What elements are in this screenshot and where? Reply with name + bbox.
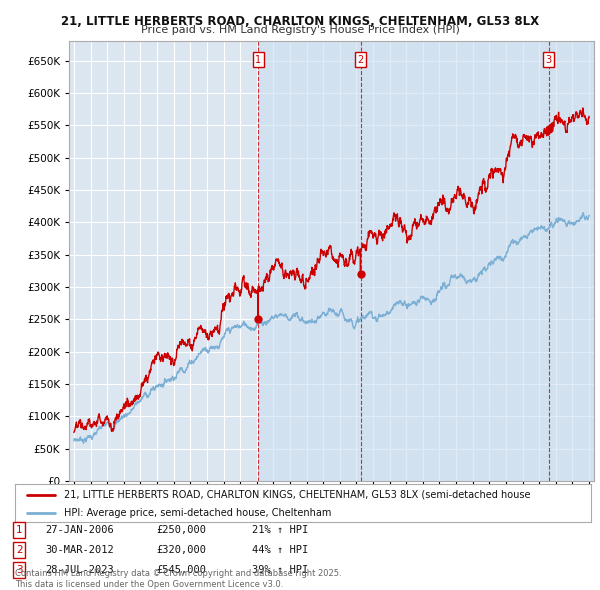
Text: 21% ↑ HPI: 21% ↑ HPI <box>252 525 308 535</box>
Bar <box>361 41 549 481</box>
Text: Price paid vs. HM Land Registry's House Price Index (HPI): Price paid vs. HM Land Registry's House … <box>140 25 460 35</box>
Bar <box>258 41 361 481</box>
Text: Contains HM Land Registry data © Crown copyright and database right 2025.
This d: Contains HM Land Registry data © Crown c… <box>15 569 341 589</box>
Text: £545,000: £545,000 <box>156 565 206 575</box>
Text: HPI: Average price, semi-detached house, Cheltenham: HPI: Average price, semi-detached house,… <box>64 507 331 517</box>
Text: 27-JAN-2006: 27-JAN-2006 <box>45 525 114 535</box>
Text: 1: 1 <box>16 525 23 535</box>
Text: 44% ↑ HPI: 44% ↑ HPI <box>252 545 308 555</box>
Text: 21, LITTLE HERBERTS ROAD, CHARLTON KINGS, CHELTENHAM, GL53 8LX: 21, LITTLE HERBERTS ROAD, CHARLTON KINGS… <box>61 15 539 28</box>
Text: 2: 2 <box>358 55 364 65</box>
Text: 2: 2 <box>16 545 23 555</box>
Text: 39% ↑ HPI: 39% ↑ HPI <box>252 565 308 575</box>
Text: 1: 1 <box>255 55 261 65</box>
Text: 3: 3 <box>546 55 552 65</box>
Text: £320,000: £320,000 <box>156 545 206 555</box>
Text: 28-JUL-2023: 28-JUL-2023 <box>45 565 114 575</box>
Bar <box>549 41 594 481</box>
Text: £250,000: £250,000 <box>156 525 206 535</box>
Text: 3: 3 <box>16 565 23 575</box>
Text: 21, LITTLE HERBERTS ROAD, CHARLTON KINGS, CHELTENHAM, GL53 8LX (semi-detached ho: 21, LITTLE HERBERTS ROAD, CHARLTON KINGS… <box>64 490 530 500</box>
Text: 30-MAR-2012: 30-MAR-2012 <box>45 545 114 555</box>
